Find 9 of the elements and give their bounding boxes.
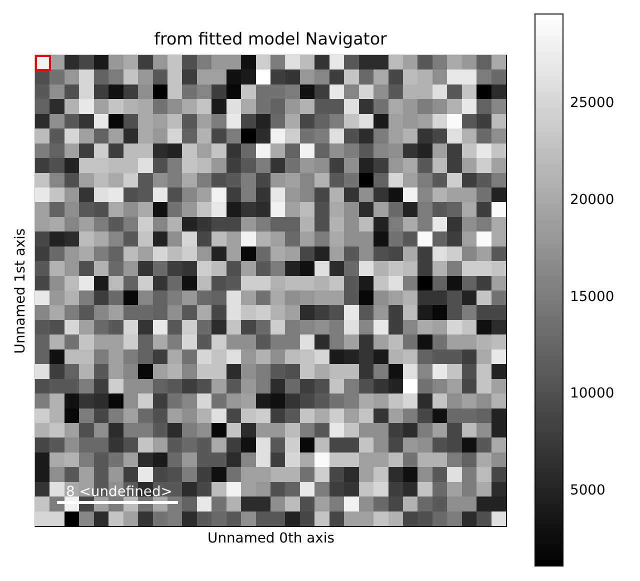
color-bar-label: 25000 bbox=[570, 95, 614, 112]
y-axis-title: Unnamed 1st axis bbox=[12, 228, 28, 354]
color-bar-label: 10000 bbox=[570, 386, 614, 402]
chart-title: from fitted model Navigator bbox=[154, 28, 388, 48]
annotation: 8 <undefined> bbox=[66, 484, 172, 500]
color-bar-label: 5000 bbox=[570, 482, 606, 498]
x-axis-title: Unnamed 0th axis bbox=[208, 530, 334, 546]
color-bar-label: 15000 bbox=[570, 288, 614, 305]
color-bar-label: 20000 bbox=[570, 192, 614, 208]
